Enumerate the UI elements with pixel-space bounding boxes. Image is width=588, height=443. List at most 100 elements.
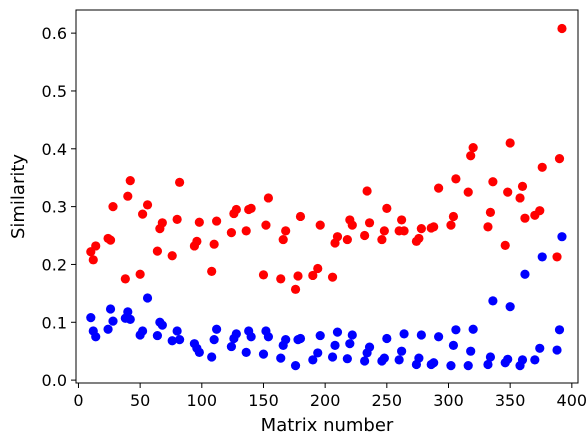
x-tick-label: 100: [187, 391, 218, 410]
data-point: [342, 234, 352, 245]
data-point: [167, 251, 177, 261]
data-point: [263, 332, 274, 342]
data-point: [557, 232, 567, 242]
data-point: [212, 216, 222, 226]
data-point: [226, 341, 237, 352]
x-tick-label: 50: [130, 391, 150, 410]
data-point: [345, 339, 355, 349]
data-point: [241, 347, 251, 357]
x-axis: 0 50 100 150 200 250 300 350 400: [73, 383, 587, 410]
data-point: [258, 349, 269, 359]
data-point: [315, 220, 325, 230]
data-point: [175, 335, 185, 345]
data-point: [535, 206, 545, 216]
data-point: [537, 162, 547, 172]
data-point: [505, 302, 515, 312]
data-point: [347, 330, 357, 340]
data-point: [308, 270, 318, 281]
data-point: [414, 233, 424, 244]
data-point: [91, 241, 101, 251]
data-point: [446, 220, 456, 230]
data-point: [152, 246, 163, 256]
data-point: [108, 316, 118, 326]
data-point: [552, 345, 562, 355]
y-tick-label: 0.1: [42, 313, 67, 332]
data-point: [120, 274, 130, 284]
data-point: [503, 187, 513, 197]
data-point: [152, 330, 163, 341]
data-point: [295, 211, 306, 222]
data-point: [557, 23, 567, 34]
data-point: [332, 327, 343, 337]
data-point: [226, 228, 237, 238]
data-point: [142, 293, 153, 303]
data-point: [466, 151, 476, 161]
data-point: [123, 307, 133, 317]
data-point: [448, 340, 459, 351]
data-point: [500, 240, 510, 250]
data-point: [241, 226, 251, 236]
data-point: [382, 333, 392, 344]
y-tick-label: 0.3: [42, 198, 67, 217]
data-point: [446, 361, 456, 371]
data-point: [488, 296, 498, 306]
data-point: [194, 217, 204, 227]
x-tick-label: 0: [73, 391, 83, 410]
data-point: [172, 326, 182, 336]
data-point: [416, 224, 426, 234]
data-point: [281, 335, 291, 345]
plot-frame: [75, 9, 579, 384]
data-points: [86, 23, 567, 371]
data-point: [416, 330, 426, 340]
data-point: [142, 200, 153, 210]
data-point: [379, 226, 389, 236]
data-point: [463, 187, 473, 197]
data-point: [503, 354, 513, 364]
data-point: [103, 324, 113, 334]
y-tick-label: 0.5: [42, 82, 67, 101]
data-point: [246, 332, 256, 342]
data-point: [520, 269, 530, 279]
data-point: [207, 266, 217, 276]
data-point: [88, 255, 98, 265]
data-point: [209, 335, 219, 345]
data-point: [295, 333, 306, 344]
x-tick-label: 150: [248, 391, 279, 410]
data-point: [360, 356, 370, 366]
data-point: [290, 284, 301, 294]
data-point: [483, 222, 493, 232]
data-point: [537, 252, 547, 262]
data-point: [123, 191, 133, 201]
x-tick-label: 400: [557, 391, 588, 410]
data-point: [91, 332, 101, 342]
data-point: [308, 355, 318, 365]
data-point: [429, 222, 439, 232]
x-axis-label: Matrix number: [261, 415, 394, 436]
data-point: [520, 213, 530, 223]
data-point: [364, 342, 375, 352]
y-tick-label: 0.4: [42, 140, 67, 159]
data-point: [362, 186, 372, 196]
data-point: [485, 352, 496, 362]
data-point: [505, 138, 515, 148]
data-point: [488, 177, 498, 187]
data-point: [429, 358, 439, 368]
data-point: [246, 203, 256, 213]
data-point: [138, 326, 148, 336]
data-point: [209, 239, 219, 249]
data-point: [192, 236, 202, 246]
data-point: [434, 183, 444, 193]
data-point: [327, 352, 338, 362]
data-point: [364, 218, 375, 228]
data-point: [138, 209, 148, 219]
data-point: [394, 355, 404, 365]
data-point: [434, 332, 444, 342]
data-point: [293, 271, 303, 281]
data-point: [194, 347, 204, 357]
data-point: [399, 329, 409, 339]
data-point: [212, 324, 222, 334]
data-point: [360, 230, 370, 241]
data-point: [276, 274, 286, 284]
